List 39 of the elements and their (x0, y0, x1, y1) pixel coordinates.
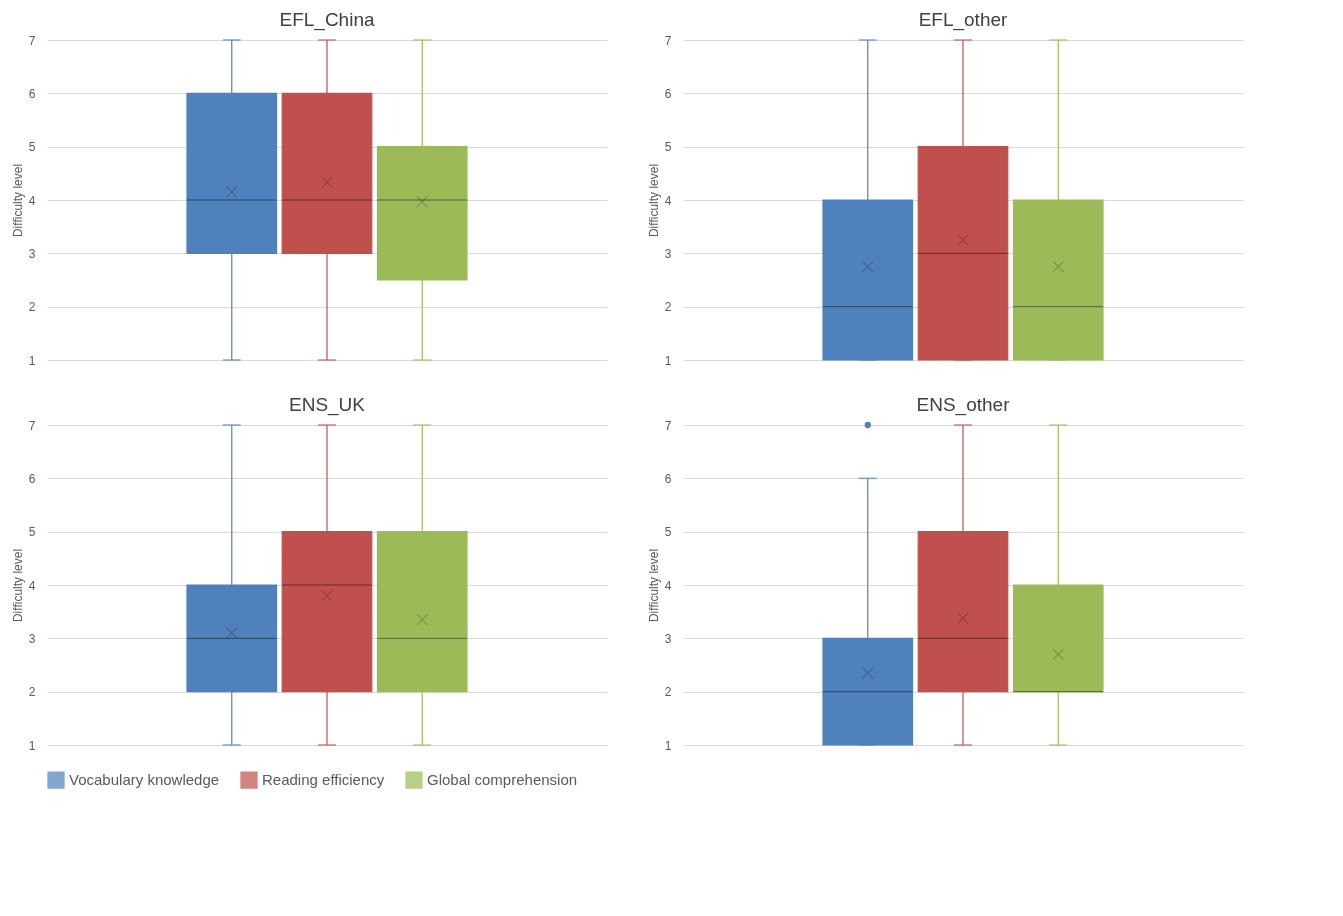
y-tick-label: 4 (28, 578, 36, 593)
y-tick-label: 7 (664, 33, 672, 48)
y-tick-label: 3 (664, 246, 672, 261)
y-axis-title: Difficulty level (10, 548, 25, 623)
y-tick-label: 2 (28, 300, 36, 315)
y-tick-label: 1 (28, 738, 36, 753)
y-tick-label: 1 (664, 738, 672, 753)
y-tick-label: 5 (664, 140, 672, 155)
y-tick-label: 3 (664, 631, 672, 646)
legend-label: Reading efficiency (262, 771, 385, 789)
y-axis-title: Difficulty level (646, 548, 661, 623)
y-tick-label: 6 (28, 86, 36, 101)
y-tick-label: 4 (664, 578, 672, 593)
y-tick-label: 6 (664, 471, 672, 486)
y-tick-label: 2 (664, 300, 672, 315)
chart-title: ENS_UK (288, 394, 366, 416)
y-tick-label: 7 (28, 33, 36, 48)
y-axis-title: Difficulty level (10, 163, 25, 238)
y-tick-label: 3 (28, 246, 36, 261)
chart-title: EFL_China (279, 9, 375, 31)
y-tick-label: 7 (664, 418, 672, 433)
y-tick-label: 5 (664, 525, 672, 540)
y-tick-label: 2 (28, 685, 36, 700)
y-tick-label: 5 (28, 525, 36, 540)
y-tick-label: 3 (28, 631, 36, 646)
y-tick-label: 2 (664, 685, 672, 700)
y-tick-label: 1 (664, 353, 672, 368)
y-tick-label: 6 (28, 471, 36, 486)
y-tick-label: 7 (28, 418, 36, 433)
chart-title: ENS_other (916, 394, 1011, 416)
y-tick-label: 4 (28, 193, 36, 208)
y-axis-title: Difficulty level (646, 163, 661, 238)
legend-label: Vocabulary knowledge (69, 771, 220, 789)
y-tick-label: 1 (28, 353, 36, 368)
y-tick-label: 5 (28, 140, 36, 155)
y-tick-label: 6 (664, 86, 672, 101)
y-tick-label: 4 (664, 193, 672, 208)
chart-title: EFL_other (918, 9, 1009, 31)
legend-label: Global comprehension (427, 771, 578, 789)
